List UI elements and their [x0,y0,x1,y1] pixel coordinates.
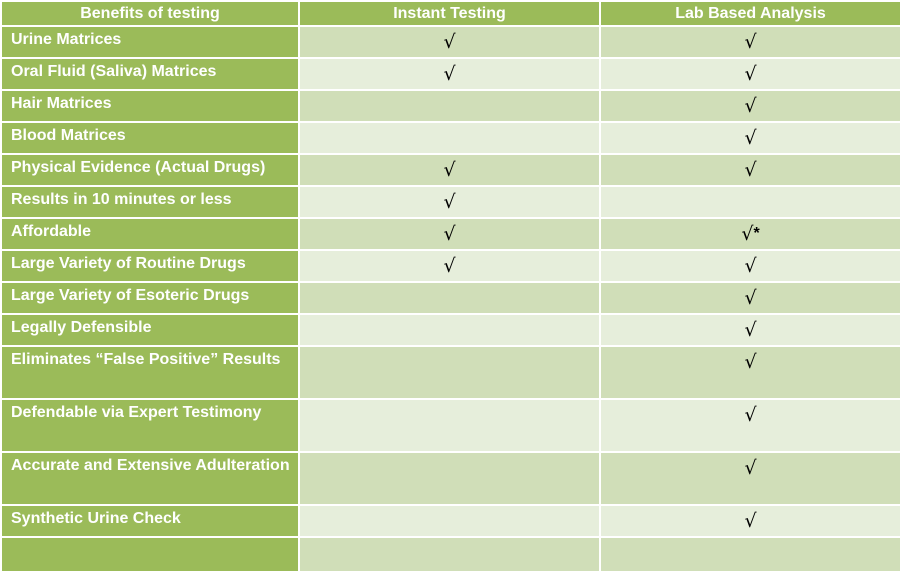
row-label: Physical Evidence (Actual Drugs) [0,153,300,187]
row-label: Legally Defensible [0,313,300,347]
table-row: Urine Matrices √ √ [0,25,900,59]
check-mark-icon: √ [744,127,757,149]
lab-cell: √ [599,313,900,347]
footnote-marker: * [753,225,760,242]
lab-cell: √ [599,153,900,187]
lab-cell: √ [599,451,900,506]
check-mark-icon: √ [443,255,456,277]
check-mark-icon: √ [744,31,757,53]
lab-cell: √ [599,57,900,91]
instant-cell: √ [298,25,601,59]
header-benefits: Benefits of testing [0,0,300,27]
table-row: Legally Defensible √ [0,313,900,347]
check-mark-icon: √ [443,63,456,85]
check-mark-icon: √ [744,457,757,479]
instant-cell [298,313,601,347]
check-mark-icon: √ [744,404,757,426]
table-row: Large Variety of Routine Drugs √ √ [0,249,900,283]
check-mark-icon: √ [443,223,456,245]
check-mark-icon: √ [443,31,456,53]
check-mark-icon: √ [443,191,456,213]
check-mark-icon: √ [744,159,757,181]
table-row: Synthetic Urine Check √ [0,504,900,538]
instant-cell [298,121,601,155]
lab-cell: √ [599,25,900,59]
instant-cell [298,504,601,538]
table-row [0,536,900,573]
instant-cell: √ [298,153,601,187]
table-row: Affordable √ √* [0,217,900,251]
instant-cell [298,345,601,400]
lab-cell [599,536,900,573]
lab-cell: √ [599,281,900,315]
row-label: Urine Matrices [0,25,300,59]
lab-cell: √ [599,121,900,155]
instant-cell [298,281,601,315]
row-label: Defendable via Expert Testimony [0,398,300,453]
table-row: Results in 10 minutes or less √ [0,185,900,219]
row-label: Results in 10 minutes or less [0,185,300,219]
lab-cell: √ [599,398,900,453]
instant-cell [298,451,601,506]
row-label: Accurate and Extensive Adulteration [0,451,300,506]
table-row: Physical Evidence (Actual Drugs) √ √ [0,153,900,187]
header-lab-based-analysis: Lab Based Analysis [599,0,900,27]
row-label: Hair Matrices [0,89,300,123]
lab-cell: √ [599,89,900,123]
header-row: Benefits of testing Instant Testing Lab … [0,0,900,27]
instant-cell: √ [298,185,601,219]
table-row: Large Variety of Esoteric Drugs √ [0,281,900,315]
row-label: Blood Matrices [0,121,300,155]
check-mark-icon: √ [744,287,757,309]
header-instant-testing: Instant Testing [298,0,601,27]
check-mark-icon: √ [744,510,757,532]
instant-cell [298,398,601,453]
instant-cell [298,89,601,123]
table-row: Blood Matrices √ [0,121,900,155]
lab-cell [599,185,900,219]
instant-cell [298,536,601,573]
check-mark-icon: √ [443,159,456,181]
row-label [0,536,300,573]
table-row: Oral Fluid (Saliva) Matrices √ √ [0,57,900,91]
lab-cell: √ [599,345,900,400]
table-row: Eliminates “False Positive” Results √ [0,345,900,400]
check-mark-icon: √ [744,255,757,277]
check-mark-icon: √ [744,319,757,341]
check-mark-icon: √ [744,63,757,85]
row-label: Large Variety of Esoteric Drugs [0,281,300,315]
table-row: Hair Matrices √ [0,89,900,123]
instant-cell: √ [298,57,601,91]
check-mark-icon: √ [744,95,757,117]
instant-cell: √ [298,217,601,251]
check-mark-icon: √ [741,223,754,245]
table-row: Accurate and Extensive Adulteration √ [0,451,900,506]
table-row: Defendable via Expert Testimony √ [0,398,900,453]
instant-cell: √ [298,249,601,283]
lab-cell: √ [599,249,900,283]
lab-cell: √ [599,504,900,538]
check-mark-icon: √ [744,351,757,373]
lab-cell: √* [599,217,900,251]
row-label: Affordable [0,217,300,251]
row-label: Oral Fluid (Saliva) Matrices [0,57,300,91]
row-label: Large Variety of Routine Drugs [0,249,300,283]
row-label: Eliminates “False Positive” Results [0,345,300,400]
row-label: Synthetic Urine Check [0,504,300,538]
